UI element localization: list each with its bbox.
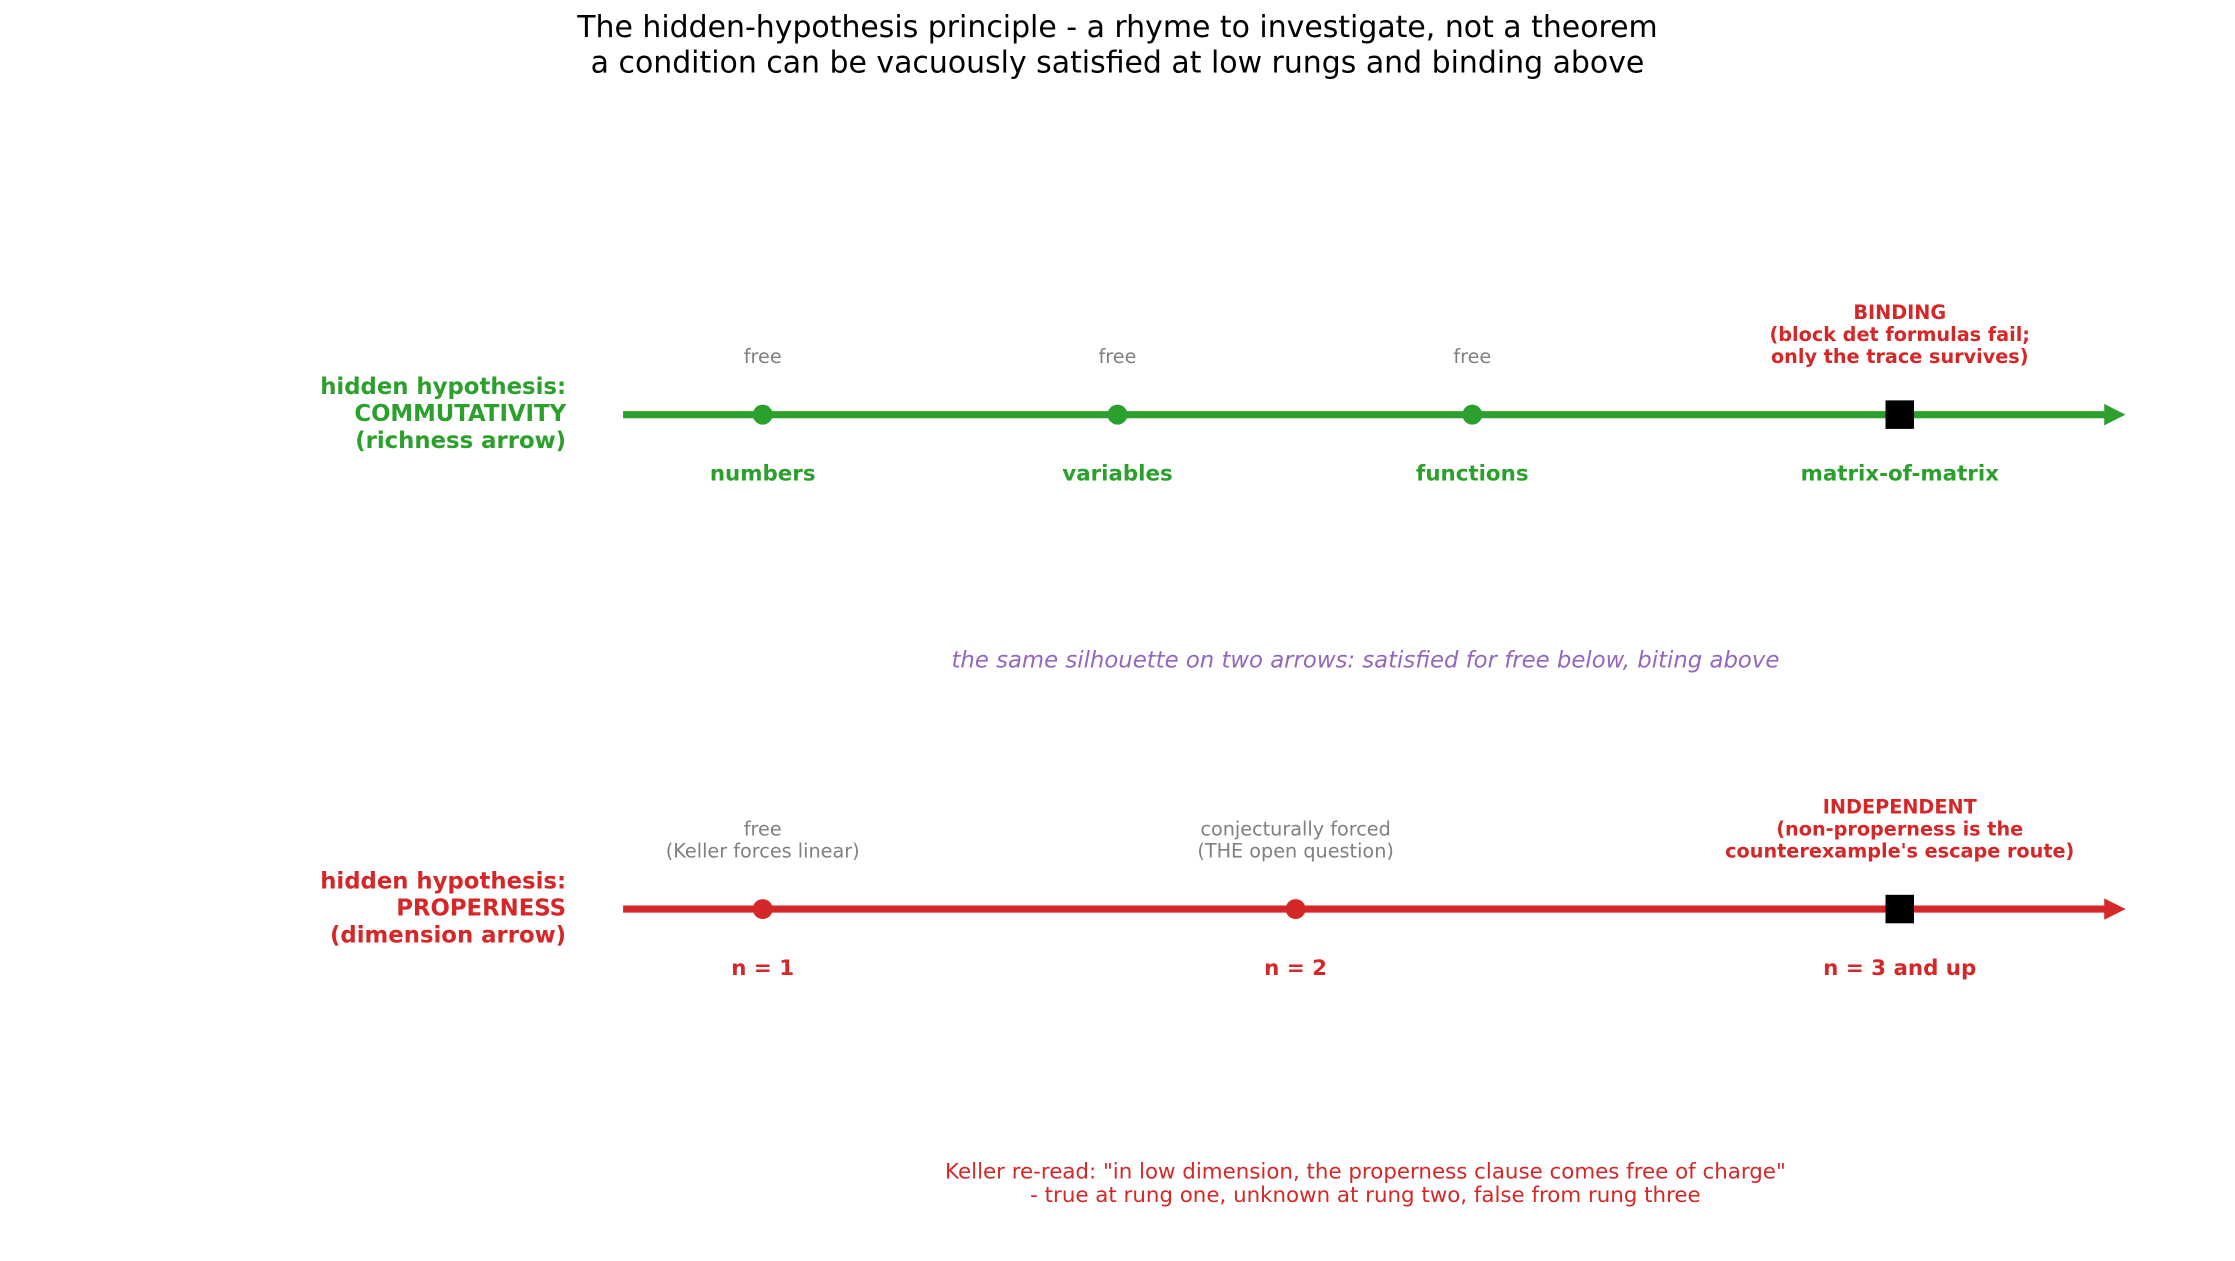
node-name: n = 2 [1264,956,1327,981]
node-note-emph: counterexample's escape route) [1725,840,2074,863]
title: The hidden-hypothesis principle - a rhym… [576,10,1657,45]
arrow-label: hidden hypothesis: [320,374,566,400]
node [1462,404,1483,425]
node-note-emph: only the trace survives) [1771,345,2029,368]
node-note-emph: (block det formulas fail; [1769,323,2030,346]
node [752,404,773,425]
title: a condition can be vacuously satisfied a… [591,46,1645,81]
arrow-label: hidden hypothesis: [320,868,566,894]
node [1107,404,1128,425]
node-note-emph: BINDING [1853,301,1946,324]
node-name: n = 1 [731,956,794,981]
arrow-label: PROPERNESS [396,896,566,922]
node-note-emph: INDEPENDENT [1823,795,1977,818]
node-note: free [744,817,782,840]
node-name: matrix-of-matrix [1801,461,2000,486]
arrow-label: (dimension arrow) [330,923,566,949]
node-note: free [1453,345,1491,368]
footnote: - true at rung one, unknown at rung two,… [1030,1183,1701,1208]
footnote: Keller re-read: "in low dimension, the p… [945,1160,1786,1185]
caption: the same silhouette on two arrows: satis… [951,648,1779,674]
node-note: conjecturally forced [1200,817,1390,840]
node-name: n = 3 and up [1823,956,1976,981]
node-name: variables [1062,461,1172,486]
node-note: free [744,345,782,368]
arrow-label: COMMUTATIVITY [354,401,566,427]
node-note-emph: (non-properness is the [1776,817,2023,840]
node-name: functions [1416,461,1529,486]
node-note: (THE open question) [1197,840,1394,863]
node-note: free [1099,345,1137,368]
node [1285,899,1306,920]
arrow-label: (richness arrow) [355,428,566,454]
node-note: (Keller forces linear) [666,840,860,863]
node-name: numbers [710,461,816,486]
node-square [1885,894,1914,924]
node-square [1885,400,1914,429]
node [752,899,773,920]
